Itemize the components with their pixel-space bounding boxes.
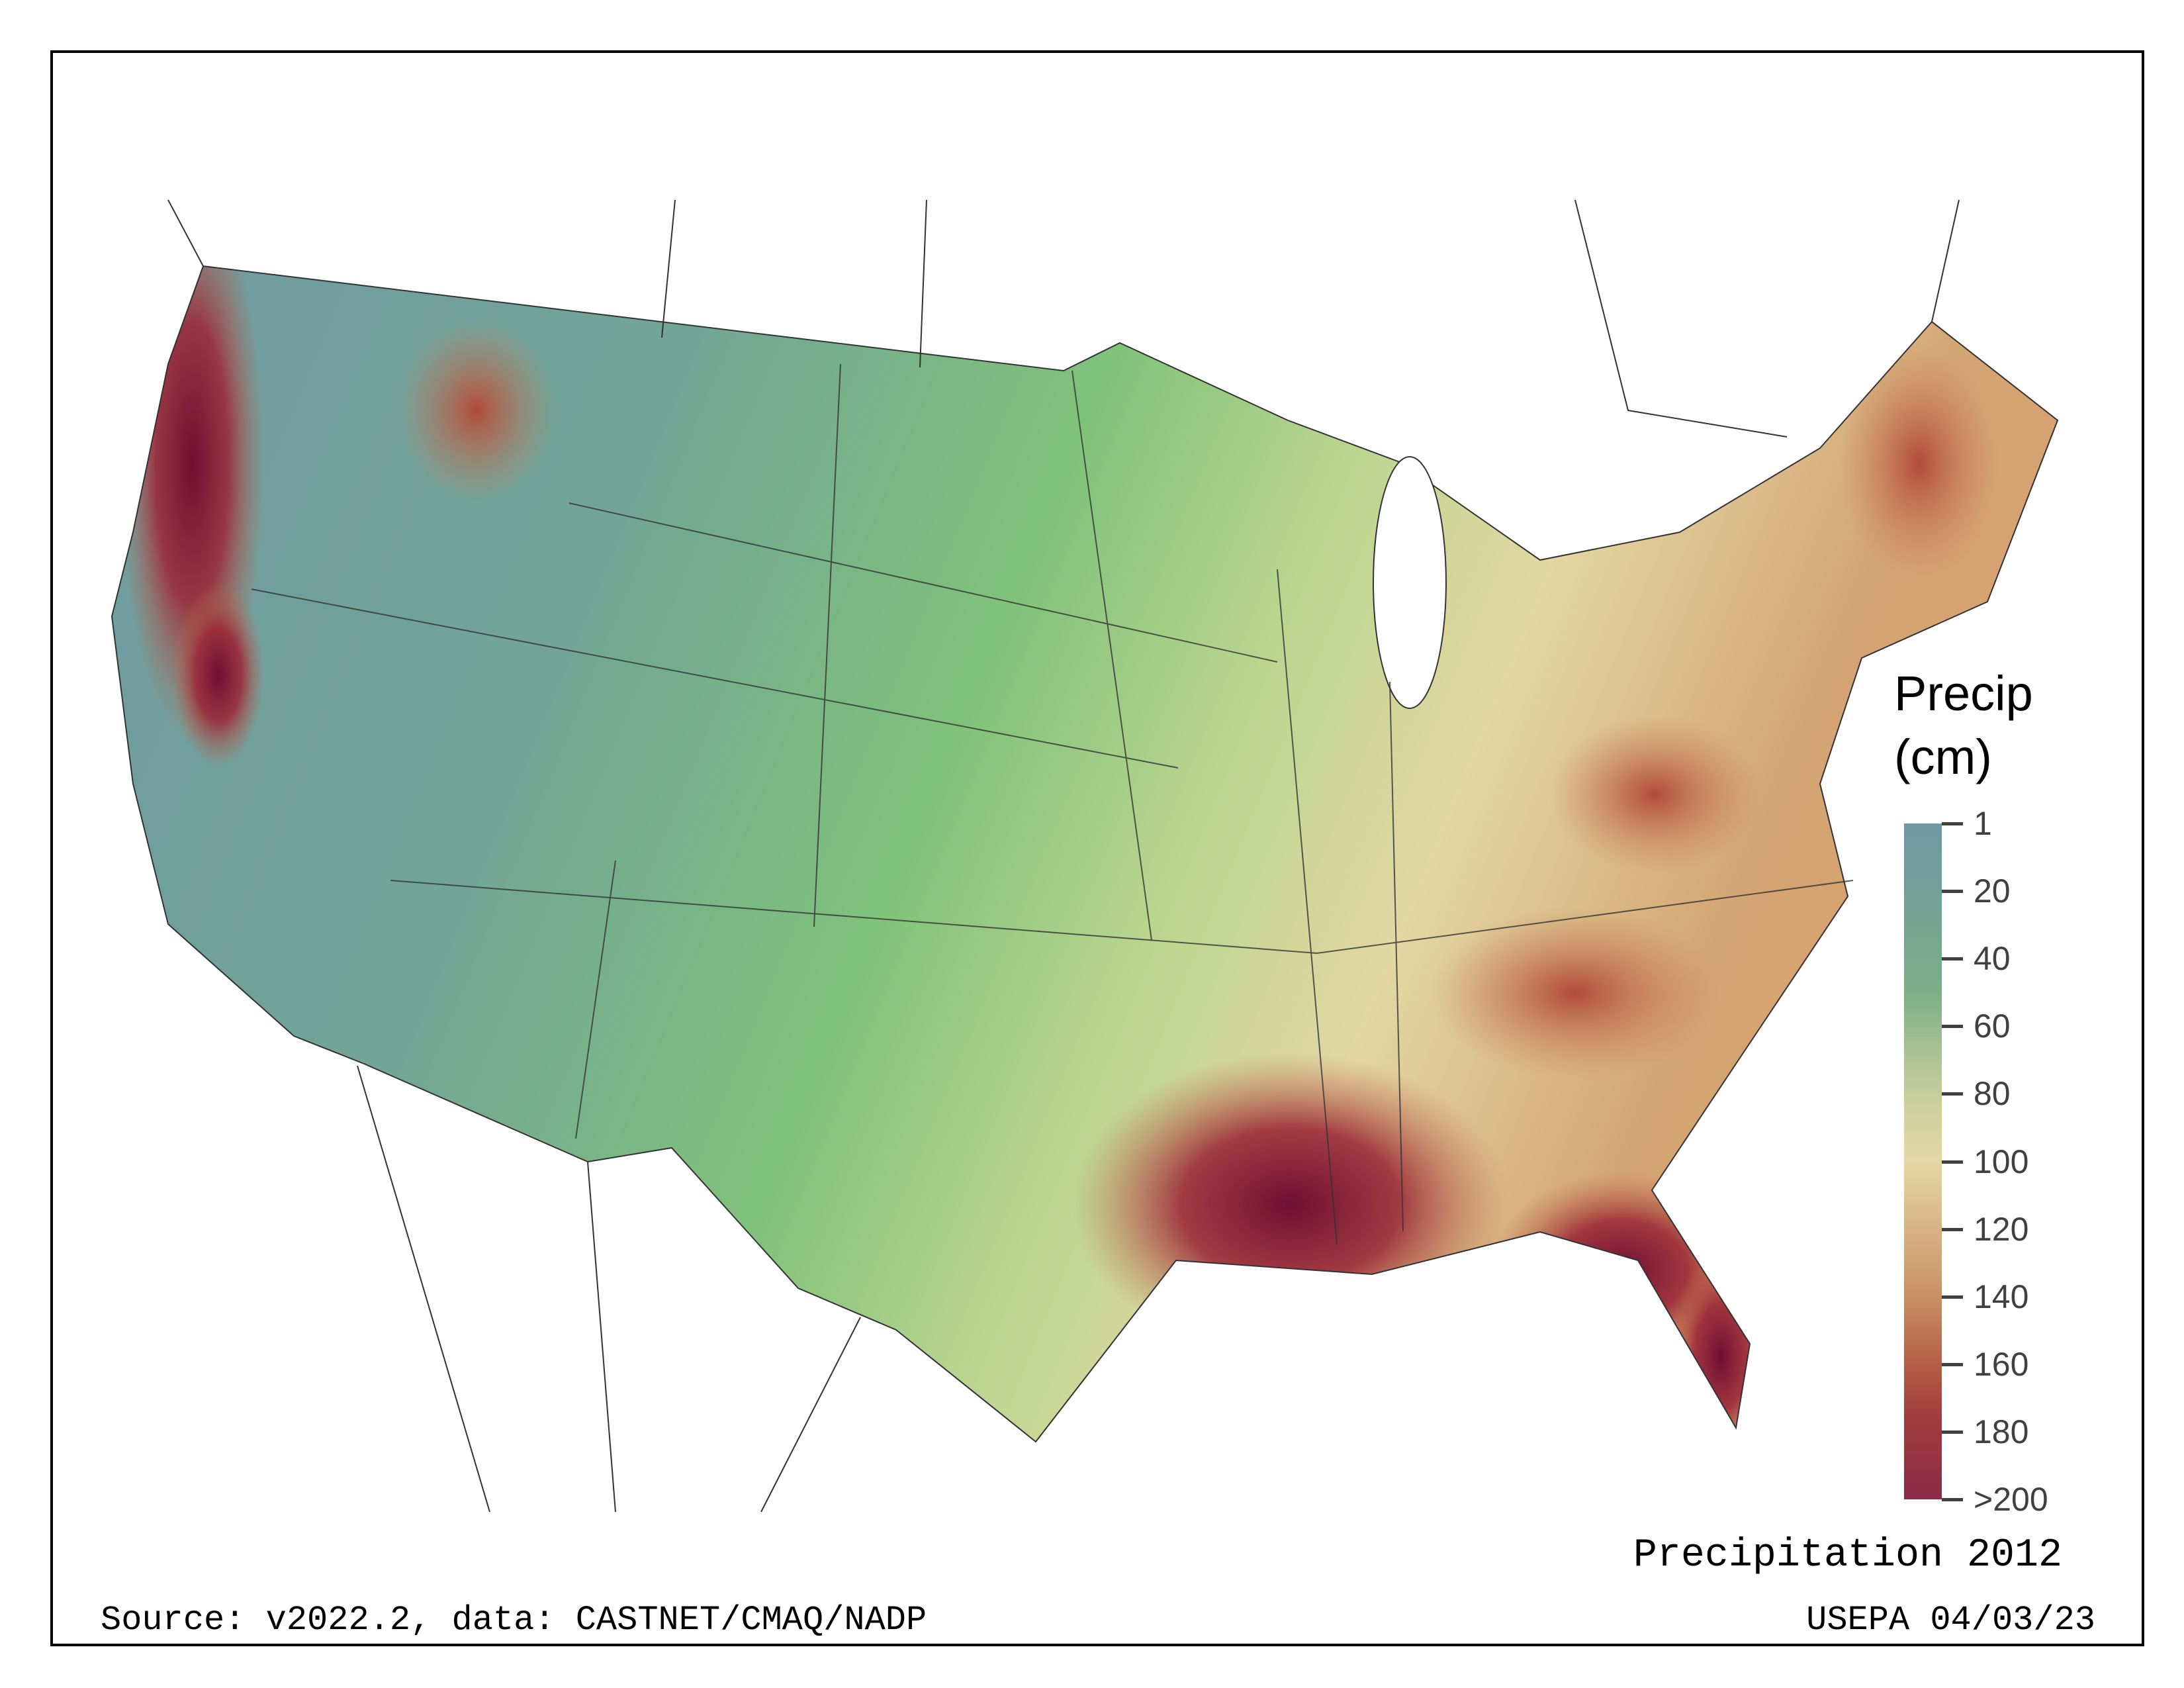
neighbor-borders — [167, 199, 1960, 1513]
legend-tick-label: 180 — [1974, 1413, 2029, 1450]
legend-tick-label: 140 — [1974, 1278, 2029, 1315]
legend-tick-label: 80 — [1974, 1075, 2011, 1113]
map-title: Precipitation 2012 — [1633, 1533, 2062, 1578]
legend-tick — [1942, 1092, 1963, 1096]
legend-tick — [1942, 1160, 1963, 1164]
source-text: Source: v2022.2, data: CASTNET/CMAQ/NADP — [101, 1601, 927, 1640]
legend-tick — [1942, 1295, 1963, 1299]
precip-raster — [112, 266, 2058, 1442]
legend-title-line1: Precip — [1894, 666, 2033, 721]
legend-tick-label: 60 — [1974, 1008, 2011, 1045]
legend-tick-label: 120 — [1974, 1210, 2029, 1248]
state-borders — [251, 363, 1854, 1245]
legend-tick-label: 100 — [1974, 1143, 2029, 1180]
legend-tick — [1942, 890, 1963, 894]
legend-color-bar — [1904, 823, 1942, 1499]
legend-title-line2: (cm) — [1894, 729, 1992, 784]
legend-title: Precip (cm) — [1894, 662, 2033, 789]
lake-michigan — [1373, 456, 1447, 709]
legend-tick — [1942, 1227, 1963, 1231]
credit-text: USEPA 04/03/23 — [1806, 1601, 2095, 1640]
legend-tick-label: 1 — [1974, 805, 1992, 842]
legend-tick-label: >200 — [1974, 1481, 2048, 1518]
legend-tick-label: 20 — [1974, 872, 2011, 910]
legend-tick — [1942, 1430, 1963, 1434]
legend-tick — [1942, 1362, 1963, 1366]
legend-tick — [1942, 1498, 1963, 1501]
map-frame — [50, 50, 2144, 1646]
legend-tick-label: 40 — [1974, 940, 2011, 978]
legend-tick — [1942, 1025, 1963, 1029]
legend-tick — [1942, 822, 1963, 825]
legend-tick-label: 160 — [1974, 1345, 2029, 1383]
legend-tick — [1942, 957, 1963, 961]
